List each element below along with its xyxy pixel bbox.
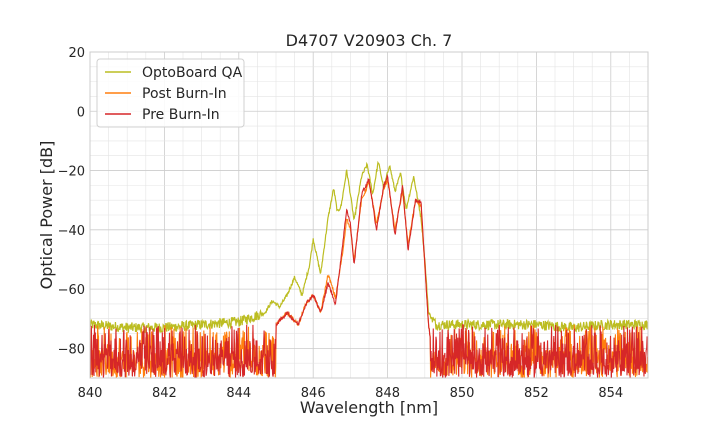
x-tick-label: 842 <box>152 386 177 401</box>
series-line-pre-burn-in <box>90 173 648 378</box>
x-tick-label: 848 <box>375 386 400 401</box>
x-tick-label: 840 <box>78 386 103 401</box>
series-line-optoboard-qa <box>90 160 648 333</box>
plot-frame <box>89 51 649 379</box>
series-lines <box>90 160 648 378</box>
y-tick-label: 0 <box>77 105 85 120</box>
legend-box <box>96 58 245 128</box>
x-tick-labels: 840 842 844 846 848 850 852 854 <box>78 386 624 401</box>
legend-label: Post Burn-In <box>142 86 227 102</box>
y-tick-label: −80 <box>58 342 85 357</box>
chart-title: D4707 V20903 Ch. 7 <box>286 31 453 50</box>
y-tick-label: −20 <box>58 165 85 180</box>
x-axis-label: Wavelength [nm] <box>300 398 438 417</box>
x-tick-label: 850 <box>450 386 475 401</box>
y-tick-labels: 20 0 −20 −40 −60 −80 <box>58 46 85 357</box>
x-tick-label: 846 <box>301 386 326 401</box>
y-tick-label: −60 <box>58 283 85 298</box>
y-tick-label: 20 <box>68 46 85 61</box>
x-tick-label: 852 <box>524 386 549 401</box>
x-tick-label: 854 <box>598 386 623 401</box>
legend-label: Pre Burn-In <box>142 107 220 123</box>
y-tick-label: −40 <box>58 224 85 239</box>
legend-label: OptoBoard QA <box>142 65 243 81</box>
x-tick-label: 844 <box>226 386 251 401</box>
y-axis-label: Optical Power [dB] <box>37 141 56 290</box>
legend: OptoBoard QA Post Burn-In Pre Burn-In <box>96 58 245 128</box>
